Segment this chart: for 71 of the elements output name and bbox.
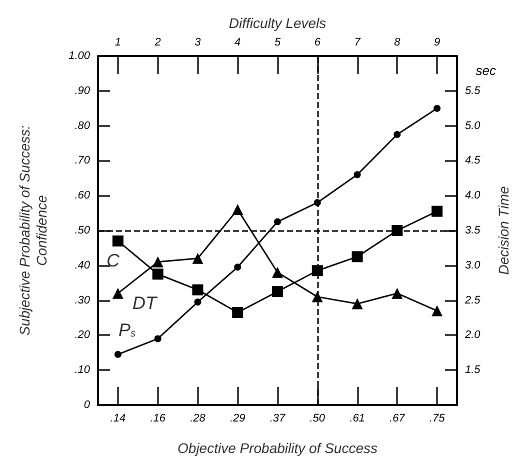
x-tick-label: .61 bbox=[350, 412, 365, 424]
point bbox=[352, 251, 363, 262]
x2-tick-label: 1 bbox=[114, 36, 122, 48]
series-label: C bbox=[106, 250, 120, 270]
point bbox=[234, 264, 242, 271]
x-tick-label: .75 bbox=[429, 412, 446, 424]
point bbox=[434, 104, 441, 112]
point bbox=[152, 256, 164, 268]
y-tick-label: 1.00 bbox=[68, 50, 91, 62]
y-tick-label: .80 bbox=[74, 120, 91, 132]
x-axis-title: Objective Probability of Success bbox=[178, 440, 378, 456]
y-tick-label: .90 bbox=[74, 84, 91, 97]
x-tick-label: .67 bbox=[390, 412, 406, 424]
point bbox=[392, 225, 403, 236]
point bbox=[192, 252, 204, 264]
point bbox=[114, 350, 122, 358]
y-tick-label: .20 bbox=[74, 329, 91, 342]
y-tick-label: .10 bbox=[74, 364, 91, 376]
x-tick-label: .50 bbox=[310, 412, 326, 424]
point bbox=[194, 298, 202, 306]
text: sec bbox=[476, 63, 496, 78]
point bbox=[112, 235, 124, 246]
y2-tick-label: 4.5 bbox=[465, 154, 482, 167]
y2-tick-label: 5.0 bbox=[465, 120, 482, 132]
point bbox=[432, 206, 443, 217]
x-tick-label: .29 bbox=[230, 412, 246, 424]
point bbox=[274, 218, 281, 226]
point bbox=[272, 266, 283, 278]
point bbox=[394, 131, 401, 138]
x-tick-label: .14 bbox=[110, 412, 126, 424]
x2-tick-label: 2 bbox=[154, 36, 161, 48]
x2-tick-label: 6 bbox=[314, 36, 322, 48]
y2-tick-label: 1.5 bbox=[465, 364, 482, 376]
x2-axis-title: Difficulty Levels bbox=[228, 15, 326, 31]
y-tick-label: .40 bbox=[74, 259, 91, 272]
point bbox=[392, 288, 403, 299]
y2-tick-label: 3.5 bbox=[465, 224, 482, 236]
y2-tick-label: 3.0 bbox=[465, 259, 482, 272]
point bbox=[152, 268, 164, 280]
y-tick-label: .30 bbox=[74, 294, 91, 306]
point bbox=[232, 307, 244, 318]
point bbox=[352, 298, 363, 310]
x2-tick-label: 3 bbox=[194, 36, 202, 48]
x-tick-label: .37 bbox=[270, 412, 286, 424]
point bbox=[192, 284, 204, 296]
series-label: DT bbox=[132, 292, 158, 313]
y2-tick-label: 5.5 bbox=[465, 84, 482, 97]
y2-axis-title: Decision Time bbox=[496, 186, 512, 275]
point bbox=[312, 265, 323, 276]
point bbox=[432, 305, 443, 316]
y-tick-label: .70 bbox=[74, 154, 91, 167]
point bbox=[112, 288, 124, 299]
y2-tick-label: 2.0 bbox=[464, 329, 482, 342]
y2-tick-label: 2.5 bbox=[464, 294, 482, 306]
x2-tick-label: 9 bbox=[434, 36, 440, 48]
point bbox=[232, 204, 244, 216]
y-tick-label: .60 bbox=[74, 190, 91, 202]
point bbox=[154, 335, 162, 342]
y-tick-label: 0 bbox=[84, 399, 91, 411]
y-axis-title: Subjective Probability of Success: Confidence bbox=[16, 125, 50, 336]
x2-tick-label: 7 bbox=[354, 36, 362, 48]
series-label: Ps bbox=[118, 320, 136, 340]
x-tick-label: .28 bbox=[190, 412, 206, 424]
y-tick-label: .50 bbox=[74, 224, 91, 236]
x-tick-label: .16 bbox=[150, 412, 166, 424]
point bbox=[272, 286, 283, 298]
x2-tick-label: 4 bbox=[234, 36, 241, 48]
y2-tick-label: 4.0 bbox=[465, 190, 482, 202]
point bbox=[354, 171, 361, 178]
x2-tick-label: 8 bbox=[394, 36, 402, 48]
x2-tick-label: 5 bbox=[274, 36, 282, 48]
